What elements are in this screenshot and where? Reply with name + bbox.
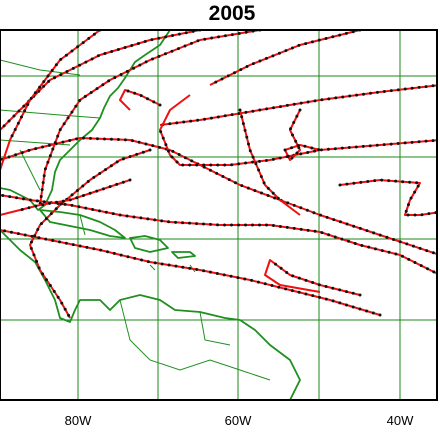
map-area [0,30,437,400]
map-title: 2005 [209,2,256,25]
coastlines [0,30,301,400]
longitude-label: 80W [65,413,92,428]
storm-tracks [0,30,437,320]
longitude-label: 60W [225,413,252,428]
map-frame [0,29,438,401]
longitude-label: 40W [387,413,414,428]
graticule [0,30,437,400]
